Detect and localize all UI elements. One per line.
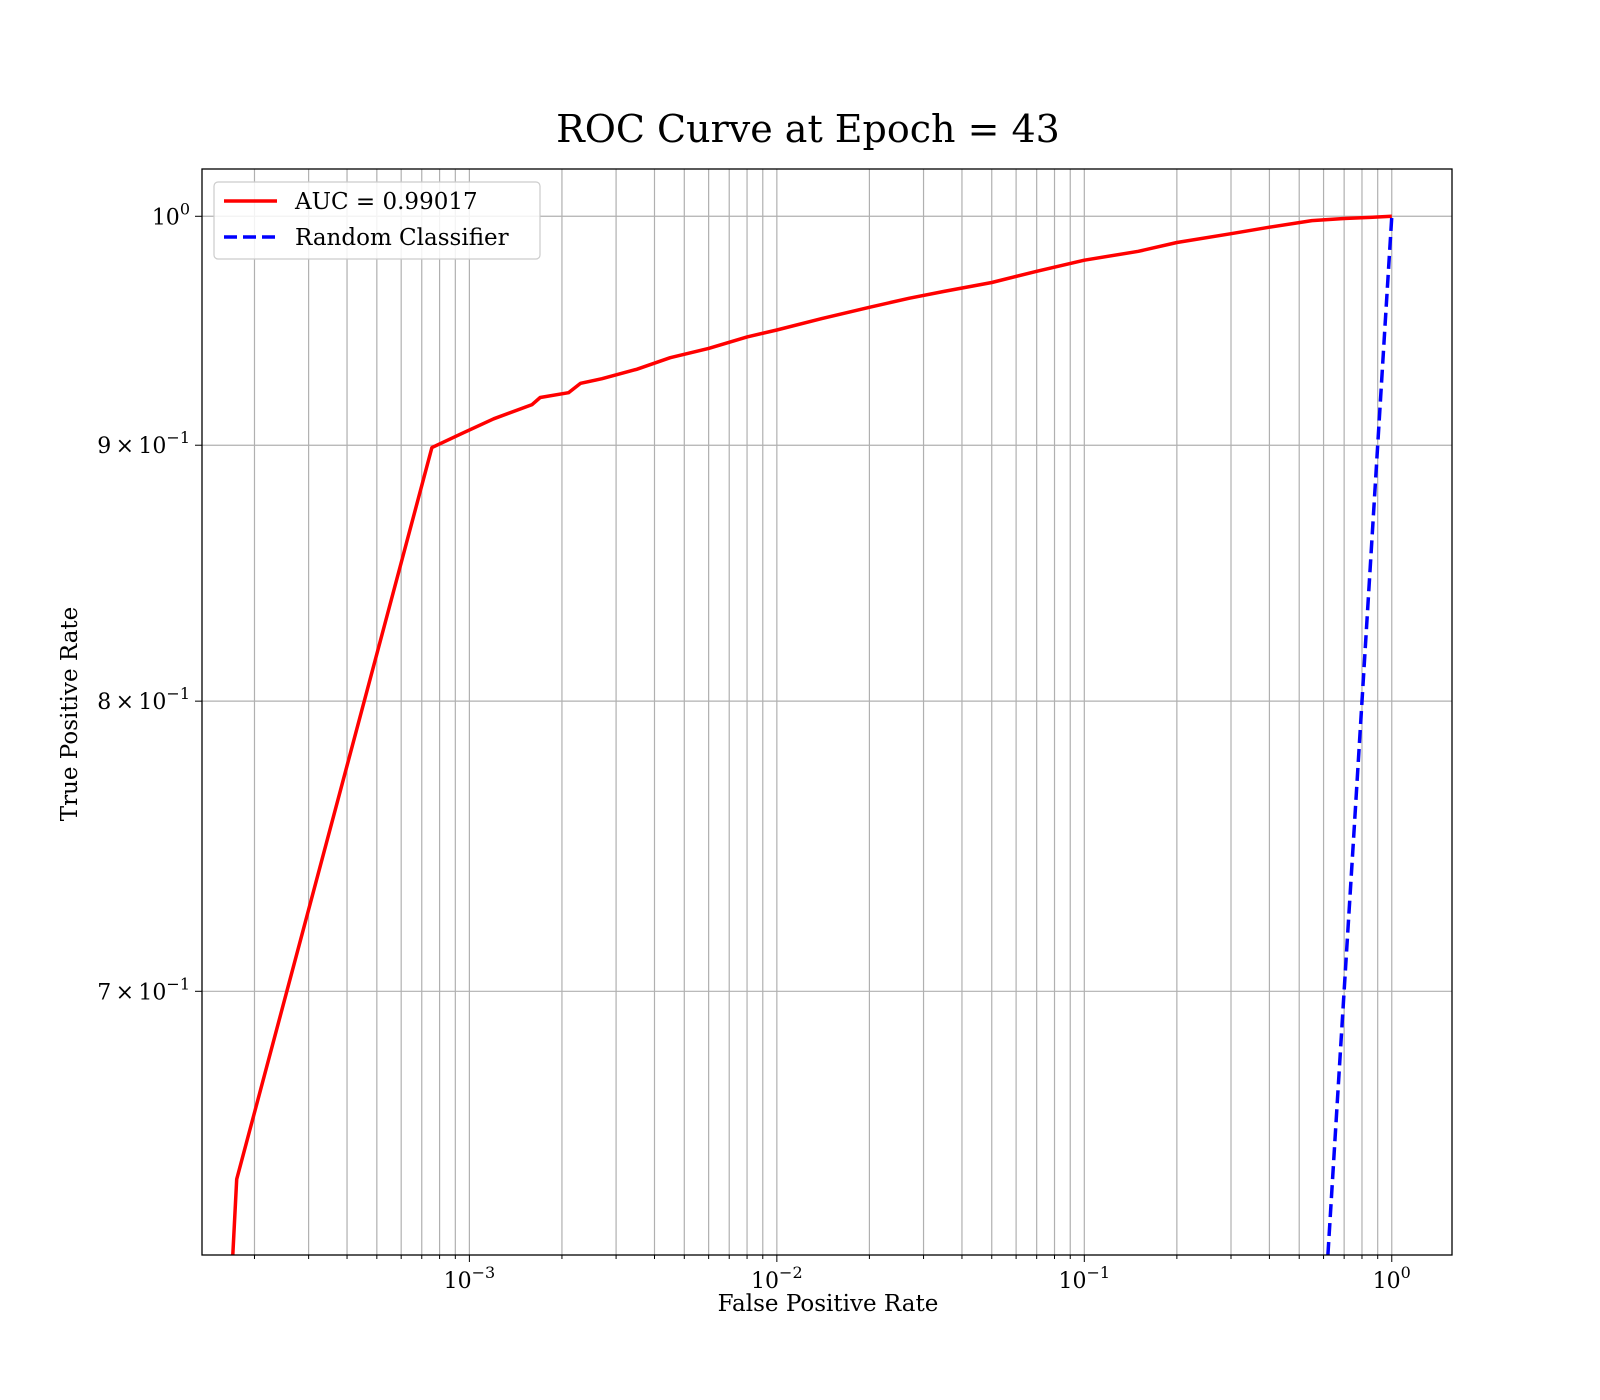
chart-title: ROC Curve at Epoch = 43 [556, 107, 1060, 151]
axis-ticks: 100 9 × 10−1 8 × 10−1 7 × 10−1 10−3 10−2 10−1 1… [97, 199, 1411, 1294]
x-tick-label: 10−1 [1059, 1263, 1111, 1294]
x-tick-label: 100 [1373, 1263, 1411, 1294]
x-axis-label: False Positive Rate [718, 1291, 939, 1317]
x-tick-label: 10−2 [751, 1263, 803, 1294]
y-tick-label: 7 × 10−1 [97, 974, 190, 1005]
legend-label-auc: AUC = 0.99017 [294, 189, 478, 215]
legend-box [213, 181, 541, 260]
plot-frame [201, 168, 1453, 1256]
y-tick-label: 8 × 10−1 [97, 684, 190, 715]
plot-series [231, 214, 1394, 1255]
x-tick-label: 10−3 [444, 1263, 496, 1294]
legend: AUC = 0.99017 Random Classifier [213, 181, 541, 260]
random-classifier-line [1326, 216, 1394, 1255]
y-tick-label: 9 × 10−1 [97, 428, 190, 459]
y-axis-label: True Positive Rate [57, 607, 83, 822]
y-tick-label: 100 [152, 199, 190, 230]
grid [202, 169, 1452, 1255]
roc-curve-line [231, 214, 1392, 1255]
legend-label-random: Random Classifier [295, 225, 509, 251]
